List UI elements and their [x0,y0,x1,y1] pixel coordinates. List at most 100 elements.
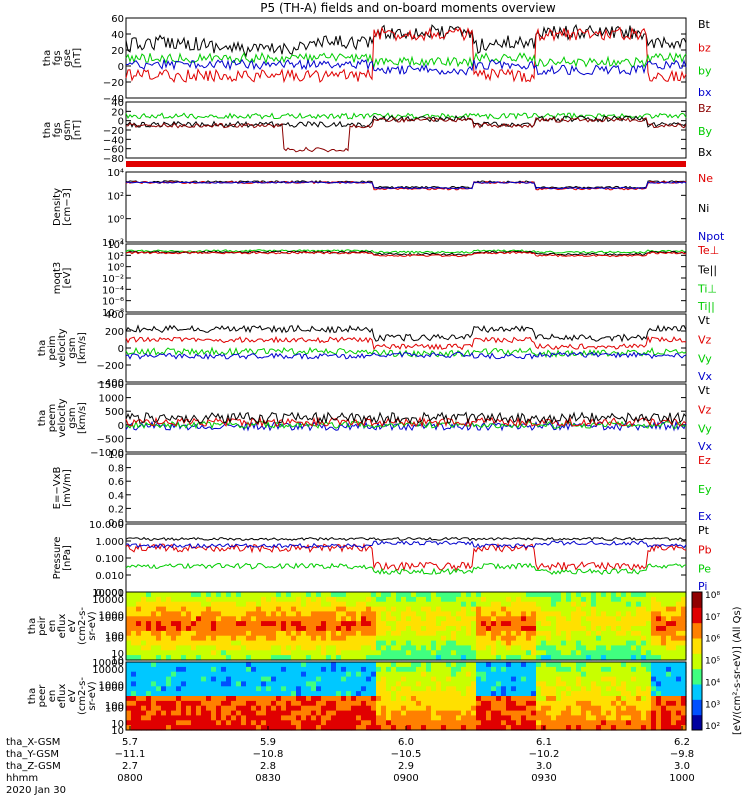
heatmap-cell [216,700,222,707]
heatmap-cell [651,671,657,678]
heatmap-cell [481,676,487,683]
heatmap-cell [181,596,187,603]
heatmap-cell [361,696,367,702]
heatmap-cell [266,715,272,721]
heatmap-cell [386,645,392,651]
heatmap-cell [426,592,432,598]
heatmap-cell [641,715,647,721]
heatmap-cell [141,606,147,613]
heatmap-cell [306,635,312,642]
heatmap-cell [451,630,457,637]
heatmap-cell [586,686,592,692]
heatmap-cell [281,601,287,608]
heatmap-cell [311,626,317,632]
heatmap-cell [516,710,522,717]
heatmap-cell [426,626,432,632]
heatmap-cell [596,710,602,717]
heatmap-cell [411,686,417,692]
legend-entry: Ti|| [697,300,715,313]
heatmap-cell [271,621,277,627]
heatmap-cell [301,691,307,697]
heatmap-cell [506,725,512,731]
heatmap-cell [501,720,507,726]
heatmap-cell [431,662,437,668]
heatmap-cell [291,666,297,673]
heatmap-cell [141,671,147,678]
heatmap-cell [546,611,552,617]
heatmap-cell [566,650,572,656]
heatmap-cell [136,700,142,707]
heatmap-cell [651,645,657,651]
heatmap-cell [506,676,512,683]
heatmap-cell [371,725,377,731]
heatmap-cell [326,592,332,598]
heatmap-cell [661,696,667,702]
heatmap-cell [201,616,207,622]
y-tick-label: 100 [105,703,124,714]
heatmap-cell [641,626,647,632]
heatmap-cell [536,592,542,598]
heatmap-cell [131,705,137,712]
heatmap-cell [566,601,572,608]
heatmap-cell [466,635,472,642]
heatmap-cell [171,635,177,642]
heatmap-cell [186,676,192,683]
heatmap-cell [611,650,617,656]
heatmap-cell [416,645,422,651]
heatmap-cell [191,705,197,712]
heatmap-cell [346,635,352,642]
heatmap-cell [211,616,217,622]
heatmap-cell [601,696,607,702]
heatmap-cell [246,616,252,622]
heatmap-cell [531,671,537,678]
heatmap-cell [546,666,552,673]
heatmap-cell [326,676,332,683]
heatmap-cell [151,630,157,637]
heatmap-cell [401,616,407,622]
heatmap-cell [386,666,392,673]
heatmap-cell [461,700,467,707]
heatmap-cell [446,681,452,687]
y-axis-label-line: [nT] [72,120,83,140]
legend-entry: Te⊥ [697,244,719,257]
heatmap-cell [296,630,302,637]
heatmap-cell [171,710,177,717]
y-tick-label: 0.4 [108,491,124,502]
heatmap-cell [331,640,337,647]
heatmap-cell [486,650,492,656]
heatmap-cell [141,705,147,712]
heatmap-cell [261,705,267,712]
y-tick-label: 10000 [92,588,124,599]
heatmap-cell [226,666,232,673]
heatmap-cell [416,640,422,647]
heatmap-cell [361,626,367,632]
heatmap-cell [581,635,587,642]
heatmap-cell [391,662,397,668]
heatmap-cell [656,720,662,726]
heatmap-cell [551,626,557,632]
heatmap-cell [336,601,342,608]
heatmap-cell [166,676,172,683]
heatmap-cell [591,725,597,731]
heatmap-cell [126,606,132,613]
heatmap-cell [426,650,432,656]
heatmap-cell [266,691,272,697]
heatmap-cell [476,700,482,707]
heatmap-cell [131,666,137,673]
heatmap-cell [501,686,507,692]
heatmap-cell [556,725,562,731]
heatmap-cell [381,686,387,692]
heatmap-cell [196,686,202,692]
heatmap-cell [601,635,607,642]
heatmap-cell [626,606,632,613]
heatmap-cell [151,705,157,712]
heatmap-cell [301,710,307,717]
heatmap-cell [356,666,362,673]
heatmap-cell [586,720,592,726]
y-axis-label-line: gsm [62,119,73,140]
series-Bt [125,24,687,58]
heatmap-cell [271,710,277,717]
x-tick-label: 5.7 [122,737,138,748]
heatmap-cell [661,650,667,656]
heatmap-cell [651,655,657,661]
